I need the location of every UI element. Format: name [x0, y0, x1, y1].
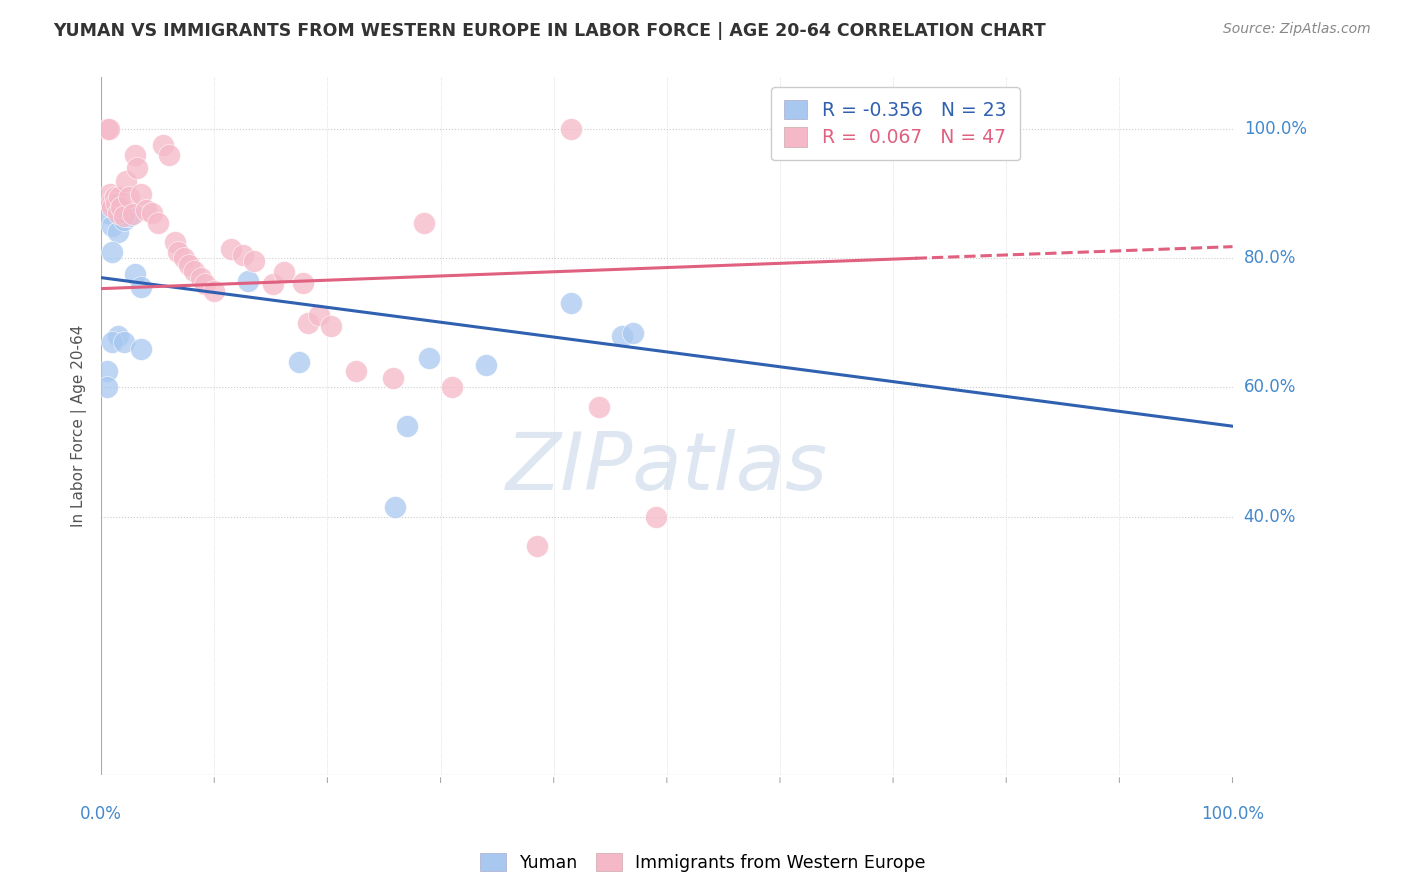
Point	[112, 212, 135, 227]
Point	[118, 190, 141, 204]
Text: ZIPatlas: ZIPatlas	[506, 429, 828, 507]
Point	[96, 122, 118, 136]
Point	[101, 219, 124, 233]
Point	[319, 319, 342, 334]
Point	[100, 196, 122, 211]
Point	[129, 342, 152, 356]
Point	[135, 202, 157, 217]
Point	[560, 122, 582, 136]
Point	[104, 196, 127, 211]
Text: 80.0%: 80.0%	[1244, 249, 1296, 268]
Point	[129, 280, 152, 294]
Point	[107, 328, 129, 343]
Point	[173, 252, 195, 266]
Point	[96, 364, 118, 378]
Legend: R = -0.356   N = 23, R =  0.067   N = 47: R = -0.356 N = 23, R = 0.067 N = 47	[772, 87, 1019, 161]
Point	[243, 254, 266, 268]
Point	[129, 186, 152, 201]
Point	[382, 370, 405, 384]
Point	[127, 161, 149, 175]
Point	[124, 268, 146, 282]
Point	[232, 248, 254, 262]
Point	[141, 206, 163, 220]
Point	[167, 244, 190, 259]
Point	[273, 265, 295, 279]
Point	[124, 148, 146, 162]
Text: 100.0%: 100.0%	[1201, 805, 1264, 823]
Point	[344, 364, 367, 378]
Point	[121, 207, 143, 221]
Point	[262, 277, 284, 292]
Text: 60.0%: 60.0%	[1244, 378, 1296, 396]
Point	[644, 509, 666, 524]
Point	[297, 316, 319, 330]
Point	[291, 276, 314, 290]
Text: 0.0%: 0.0%	[80, 805, 122, 823]
Point	[112, 335, 135, 350]
Point	[183, 264, 205, 278]
Point	[146, 216, 169, 230]
Point	[194, 277, 217, 292]
Point	[152, 138, 174, 153]
Point	[101, 244, 124, 259]
Point	[107, 226, 129, 240]
Point	[202, 284, 225, 298]
Point	[560, 296, 582, 310]
Point	[526, 539, 548, 553]
Point	[108, 190, 131, 204]
Point	[107, 206, 129, 220]
Point	[418, 351, 440, 366]
Point	[118, 209, 141, 223]
Point	[440, 380, 463, 394]
Point	[288, 354, 311, 368]
Point	[384, 500, 406, 514]
Point	[190, 270, 212, 285]
Point	[101, 200, 124, 214]
Point	[610, 328, 633, 343]
Point	[96, 206, 118, 220]
Point	[115, 174, 138, 188]
Y-axis label: In Labor Force | Age 20-64: In Labor Force | Age 20-64	[72, 325, 87, 527]
Point	[112, 209, 135, 223]
Point	[475, 358, 498, 372]
Point	[163, 235, 186, 249]
Point	[588, 400, 610, 414]
Legend: Yuman, Immigrants from Western Europe: Yuman, Immigrants from Western Europe	[472, 847, 934, 879]
Point	[110, 200, 132, 214]
Text: 40.0%: 40.0%	[1244, 508, 1296, 525]
Point	[179, 258, 201, 272]
Point	[157, 148, 180, 162]
Text: Source: ZipAtlas.com: Source: ZipAtlas.com	[1223, 22, 1371, 37]
Point	[621, 326, 644, 340]
Text: YUMAN VS IMMIGRANTS FROM WESTERN EUROPE IN LABOR FORCE | AGE 20-64 CORRELATION C: YUMAN VS IMMIGRANTS FROM WESTERN EUROPE …	[53, 22, 1046, 40]
Point	[308, 308, 330, 322]
Point	[98, 186, 121, 201]
Point	[101, 335, 124, 350]
Text: 100.0%: 100.0%	[1244, 120, 1306, 138]
Point	[104, 190, 127, 204]
Point	[98, 122, 121, 136]
Point	[395, 419, 418, 434]
Point	[96, 380, 118, 394]
Point	[219, 242, 242, 256]
Point	[412, 216, 434, 230]
Point	[238, 274, 260, 288]
